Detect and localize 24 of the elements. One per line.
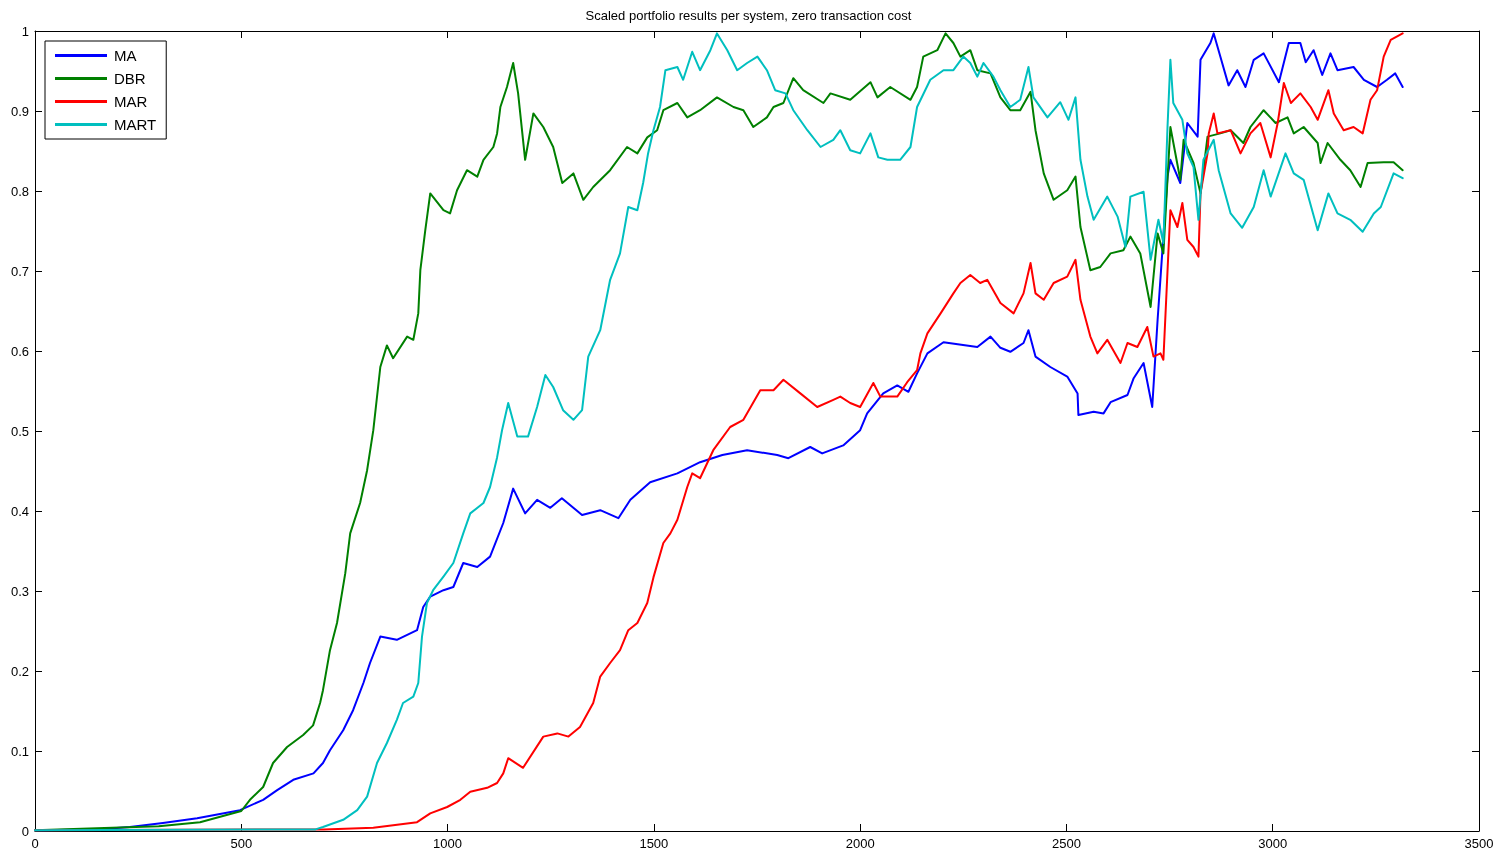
y-tick-label: 0.6 — [10, 343, 29, 359]
legend-label: MA — [114, 47, 137, 64]
legend-label: MAR — [114, 93, 148, 110]
y-tick-label: 0.1 — [10, 743, 29, 759]
y-tick-label: 0.9 — [10, 103, 29, 119]
x-tick-label: 3500 — [1464, 836, 1494, 851]
x-tick-label: 500 — [230, 836, 253, 851]
y-tick-label: 0.4 — [10, 503, 29, 519]
y-tick-label: 0.3 — [10, 583, 29, 599]
y-tick-label: 0.5 — [10, 423, 29, 439]
x-tick-label: 0 — [31, 836, 39, 851]
y-tick-label: 0.2 — [10, 663, 29, 679]
x-tick-label: 2500 — [1051, 836, 1081, 851]
x-tick-label: 1000 — [433, 836, 463, 851]
y-tick-label: 0.8 — [10, 183, 29, 199]
x-tick-label: 3000 — [1258, 836, 1288, 851]
y-tick-label: 1 — [21, 23, 29, 39]
legend-label: DBR — [114, 70, 146, 87]
x-tick-label: 2000 — [845, 836, 875, 851]
legend-label: MART — [114, 116, 157, 133]
x-tick-label: 1500 — [639, 836, 669, 851]
y-tick-label: 0 — [21, 823, 29, 839]
y-tick-label: 0.7 — [10, 263, 29, 279]
chart-title: Scaled portfolio results per system, zero transaction cost — [585, 8, 912, 23]
